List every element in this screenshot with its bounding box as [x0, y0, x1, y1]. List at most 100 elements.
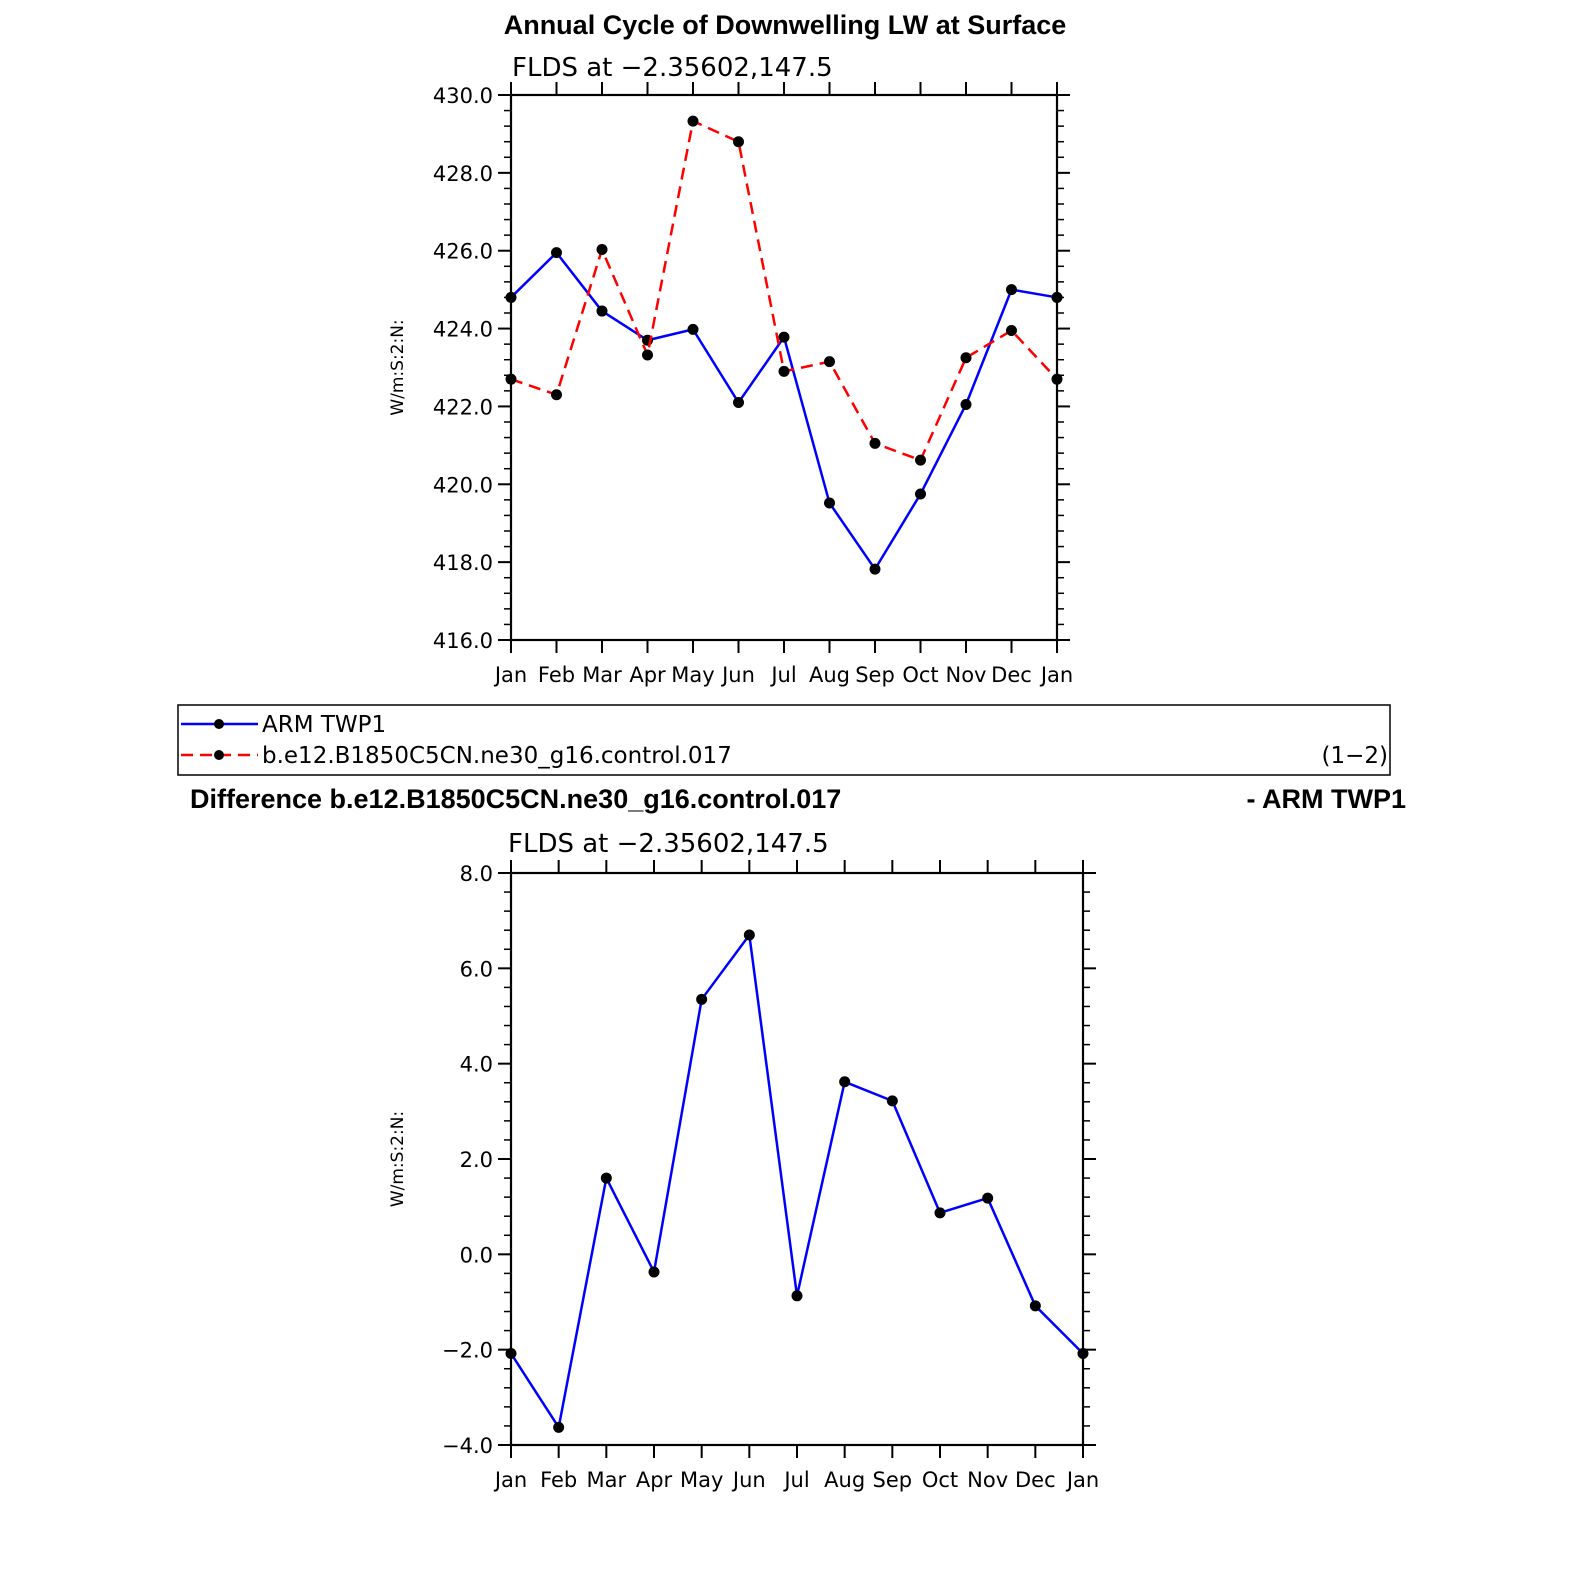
bottom-x-tick-label: Jan — [1065, 1468, 1099, 1492]
top-x-tick-label: Dec — [991, 663, 1032, 687]
bottom-y-tick-label: 4.0 — [460, 1053, 493, 1077]
bottom-x-tick-label: Jan — [493, 1468, 527, 1492]
bottom-data-point — [1077, 1347, 1089, 1359]
top-x-tick-label: Jan — [1039, 663, 1073, 687]
legend-box — [177, 704, 1391, 776]
legend-label-arm: ARM TWP1 — [262, 712, 386, 738]
bottom-data-point — [648, 1266, 660, 1278]
bottom-data-point — [553, 1421, 565, 1433]
top-x-tick-label: Jun — [720, 663, 755, 687]
bottom-x-tick-label: Jun — [731, 1468, 766, 1492]
top-data-point — [1006, 284, 1017, 296]
top-data-point — [687, 323, 699, 335]
bottom-x-tick-label: Oct — [922, 1468, 958, 1492]
legend: ARM TWP1 b.e12.B1850C5CN.ne30_g16.contro… — [177, 704, 1391, 776]
top-y-axis-label: W/m:S:2:N: — [388, 319, 408, 415]
bottom-y-tick-label: −4.0 — [442, 1434, 493, 1458]
bottom-chart-title-right: - ARM TWP1 — [1247, 784, 1406, 814]
top-y-tick-label: 416.0 — [433, 629, 493, 653]
top-chart-title: Annual Cycle of Downwelling LW at Surfac… — [504, 10, 1067, 40]
bottom-data-point — [696, 993, 708, 1005]
bottom-plot-frame — [509, 871, 1085, 1447]
top-data-point — [869, 563, 881, 575]
top-data-point — [505, 291, 517, 303]
top-series-line-0 — [510, 251, 1058, 571]
bottom-y-tick-label: −2.0 — [442, 1339, 493, 1363]
bottom-y-tick-label: 8.0 — [460, 862, 493, 886]
bottom-chart-title: Difference b.e12.B1850C5CN.ne30_g16.cont… — [190, 784, 841, 814]
bottom-data-point — [839, 1076, 851, 1088]
bottom-x-tick-label: Feb — [540, 1468, 577, 1492]
top-data-point — [960, 398, 972, 410]
bottom-chart-subtitle: FLDS at −2.35602,147.5 — [508, 829, 829, 859]
top-data-point — [778, 331, 790, 343]
bottom-y-axis-label: W/m:S:2:N: — [388, 1111, 408, 1207]
bottom-x-tick-label: Dec — [1015, 1468, 1056, 1492]
top-data-point — [596, 244, 608, 256]
bottom-y-tick-label: 0.0 — [460, 1243, 493, 1267]
top-data-point — [960, 352, 972, 364]
bottom-y-tick-label: 2.0 — [460, 1148, 493, 1172]
top-data-point — [1051, 373, 1063, 385]
top-data-point — [687, 115, 699, 127]
top-data-point — [915, 488, 926, 500]
legend-marker-model — [214, 750, 224, 760]
top-data-point — [596, 305, 608, 317]
top-x-tick-label: Jan — [493, 663, 527, 687]
bottom-x-tick-label: May — [680, 1468, 723, 1492]
legend-note: (1−2) — [1322, 743, 1388, 769]
top-data-point — [824, 356, 835, 368]
top-data-point — [1006, 325, 1017, 337]
top-data-point — [733, 136, 744, 148]
bottom-data-point — [934, 1207, 946, 1219]
bottom-x-tick-label: Sep — [873, 1468, 913, 1492]
bottom-chart-plot: Jan Feb Mar Apr May Jun Jul Aug Sep Oct Nov Dec Jan−… — [388, 860, 1099, 1492]
bottom-x-tick-label: Mar — [587, 1468, 627, 1492]
bottom-data-point — [791, 1290, 803, 1302]
bottom-data-point — [886, 1095, 898, 1107]
bottom-data-point — [505, 1347, 517, 1359]
top-data-point — [915, 454, 926, 466]
top-x-tick-label: Feb — [538, 663, 575, 687]
top-y-tick-label: 428.0 — [433, 162, 493, 186]
bottom-data-point — [743, 929, 755, 941]
top-data-point — [778, 365, 790, 377]
top-chart-subtitle: FLDS at −2.35602,147.5 — [512, 53, 833, 83]
top-data-point — [733, 397, 744, 409]
top-x-tick-label: Mar — [582, 663, 622, 687]
top-x-tick-label: Nov — [946, 663, 987, 687]
top-x-tick-label: Sep — [855, 663, 895, 687]
legend-item-arm: ARM TWP1 — [181, 712, 386, 738]
bottom-x-tick-label: Apr — [636, 1468, 673, 1492]
bottom-x-tick-label: Nov — [967, 1468, 1008, 1492]
top-y-tick-label: 420.0 — [433, 473, 493, 497]
bottom-y-tick-label: 6.0 — [460, 957, 493, 981]
top-y-tick-label: 424.0 — [433, 318, 493, 342]
top-y-tick-label: 426.0 — [433, 240, 493, 264]
top-x-tick-label: Oct — [902, 663, 938, 687]
bottom-data-point — [982, 1192, 994, 1204]
top-x-tick-label: Apr — [629, 663, 666, 687]
bottom-x-tick-label: Jul — [782, 1468, 809, 1492]
top-x-tick-label: Aug — [809, 663, 850, 687]
bottom-data-point — [600, 1172, 612, 1184]
top-chart-plot: Jan Feb Mar Apr May Jun Jul Aug Sep Oct Nov Dec Jan4… — [388, 82, 1073, 687]
bottom-series-line-0 — [509, 933, 1084, 1429]
top-data-point — [824, 497, 835, 509]
top-data-point — [551, 247, 562, 259]
legend-marker-arm — [214, 719, 224, 729]
legend-label-model: b.e12.B1850C5CN.ne30_g16.control.017 — [262, 743, 732, 769]
top-y-tick-label: 422.0 — [433, 395, 493, 419]
top-series-line-1 — [510, 119, 1058, 462]
top-y-tick-label: 418.0 — [433, 551, 493, 575]
top-data-point — [1051, 291, 1063, 303]
top-data-point — [505, 373, 517, 385]
top-y-tick-label: 430.0 — [433, 84, 493, 108]
top-data-point — [642, 349, 653, 361]
legend-item-model: b.e12.B1850C5CN.ne30_g16.control.017 — [181, 743, 732, 769]
top-x-tick-label: Jul — [769, 663, 796, 687]
top-x-tick-label: May — [671, 663, 714, 687]
bottom-x-tick-label: Aug — [824, 1468, 865, 1492]
top-data-point — [551, 389, 562, 401]
